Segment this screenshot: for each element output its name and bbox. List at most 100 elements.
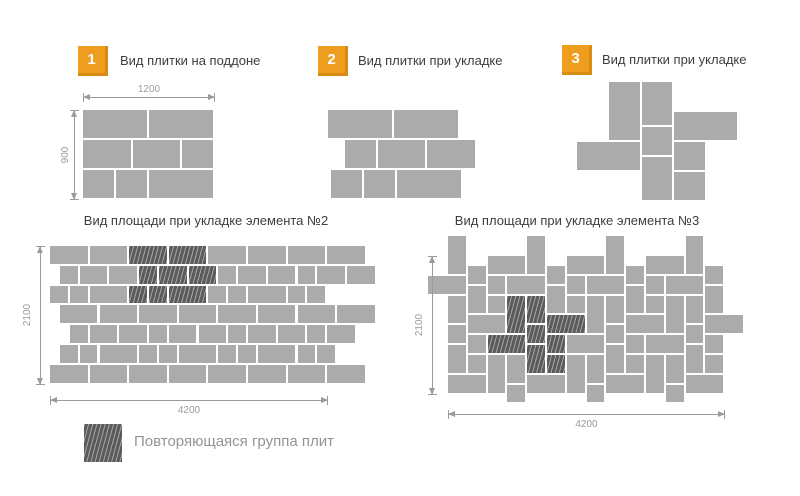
tile	[665, 295, 684, 334]
tile	[705, 355, 724, 373]
tile	[646, 355, 664, 393]
tile-hatched	[527, 345, 545, 373]
area-3-height-label: 2100	[414, 313, 425, 337]
tile	[69, 285, 88, 304]
tile	[685, 295, 704, 324]
tile	[626, 265, 644, 284]
tile	[248, 364, 286, 383]
tile	[685, 374, 724, 393]
step-2-badge: 2	[318, 46, 348, 76]
tile	[377, 140, 425, 168]
tile	[257, 305, 296, 324]
tile	[83, 170, 114, 198]
tile	[50, 246, 88, 264]
tile-hatched	[547, 335, 565, 353]
tile	[363, 170, 395, 198]
tile	[297, 305, 336, 324]
tile	[626, 335, 644, 353]
tile	[586, 355, 605, 383]
tile	[674, 112, 737, 140]
tile	[228, 285, 246, 304]
tile	[646, 295, 664, 314]
tile	[139, 345, 157, 363]
tile	[248, 325, 276, 343]
tile	[394, 110, 458, 138]
tile	[606, 345, 625, 373]
tile	[448, 325, 466, 344]
tile	[641, 157, 673, 200]
tile	[467, 285, 486, 314]
tile-hatched	[139, 265, 157, 284]
tile	[685, 345, 704, 373]
tile	[59, 265, 78, 284]
tile	[307, 325, 326, 343]
tile	[59, 345, 78, 363]
tile	[566, 295, 585, 314]
tile	[248, 285, 286, 304]
tile	[467, 315, 506, 334]
tile	[448, 295, 466, 324]
tile	[89, 285, 128, 304]
tile	[337, 305, 375, 324]
tile	[50, 285, 68, 304]
tile	[674, 172, 705, 200]
pallet-width-dimension: 1200	[83, 84, 215, 102]
pallet-tile-diagram	[83, 110, 215, 200]
tile	[132, 140, 180, 168]
tile	[467, 355, 486, 373]
tile	[168, 364, 207, 383]
area-3-diagram	[428, 236, 743, 403]
tile	[149, 110, 213, 138]
step-2-label: Вид плитки при укладке	[358, 53, 503, 68]
tile	[487, 275, 506, 294]
tile	[467, 335, 486, 353]
tile	[626, 355, 644, 373]
tile	[168, 325, 197, 343]
tile	[507, 355, 526, 383]
tile	[59, 305, 98, 324]
tile	[178, 305, 217, 324]
tile	[297, 345, 316, 363]
tile	[626, 315, 664, 334]
tile	[109, 265, 138, 284]
tile-hatched	[507, 295, 526, 334]
tile-hatched	[129, 285, 147, 304]
tile	[116, 170, 147, 198]
tile	[641, 82, 673, 125]
tile	[577, 142, 640, 170]
tile	[547, 265, 565, 284]
tile	[79, 265, 108, 284]
tile	[79, 345, 98, 363]
tile	[50, 364, 88, 383]
tile	[218, 345, 237, 363]
tile	[641, 127, 673, 155]
tile	[646, 275, 664, 294]
tile	[99, 345, 138, 363]
tile-hatched	[168, 285, 207, 304]
tile	[344, 140, 376, 168]
tile-hatched	[168, 246, 207, 264]
area-2-diagram	[50, 246, 375, 385]
area-3-height-dimension	[428, 256, 437, 395]
tile	[566, 256, 605, 274]
tile	[297, 265, 316, 284]
tile	[566, 355, 585, 393]
tile	[238, 345, 256, 363]
element-2-layout-diagram	[328, 110, 478, 200]
tile	[89, 246, 128, 264]
tile	[328, 110, 392, 138]
tile	[606, 295, 625, 324]
tile	[287, 364, 326, 383]
tile	[547, 285, 565, 314]
tile	[705, 315, 743, 334]
tile-hatched	[188, 265, 217, 284]
tile	[586, 295, 605, 334]
tile	[228, 325, 246, 343]
tile	[396, 170, 461, 198]
tile	[83, 140, 131, 168]
pallet-height-label: 900	[60, 146, 71, 164]
tile	[317, 265, 345, 284]
step-3-label: Вид плитки при укладке	[602, 52, 747, 67]
tile	[646, 335, 684, 353]
tile	[467, 265, 486, 284]
